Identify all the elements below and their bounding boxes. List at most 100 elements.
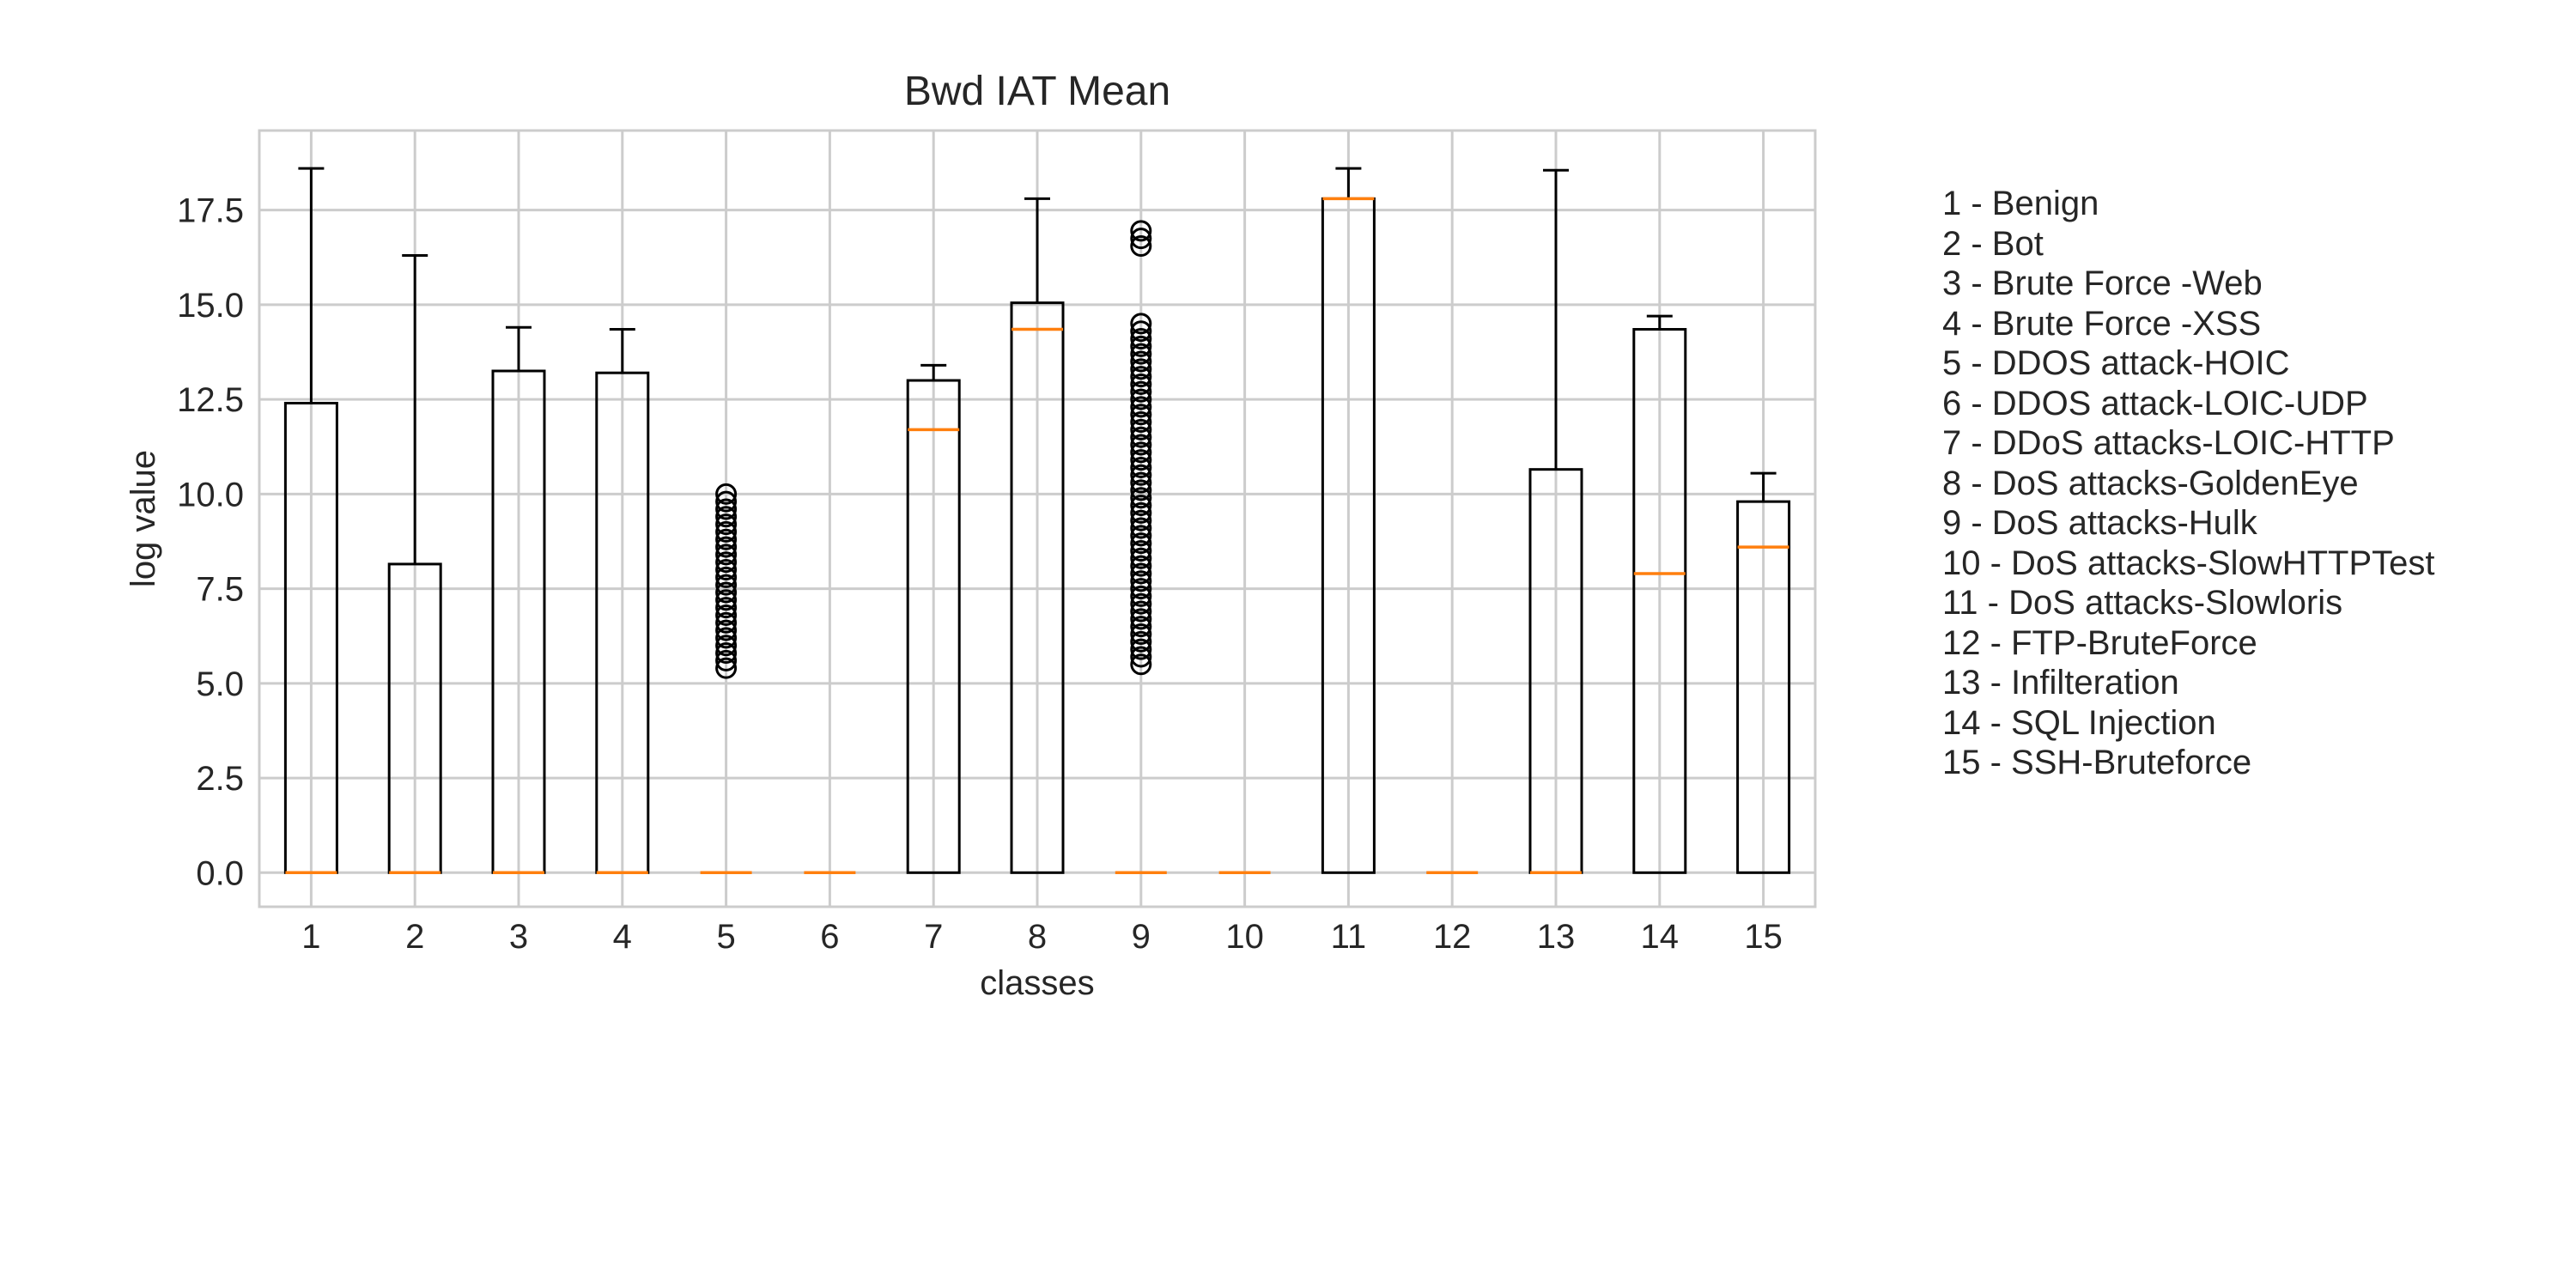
y-tick-label: 15.0 <box>177 287 244 325</box>
outlier-point <box>1130 487 1152 509</box>
outlier-point <box>1130 464 1152 486</box>
legend-item: 13 - Infilteration <box>1942 664 2179 702</box>
box-iqr <box>1632 328 1687 874</box>
plot-area-frame <box>258 129 1817 908</box>
outlier-point <box>1130 525 1152 547</box>
box-class-9 <box>1115 220 1167 875</box>
outlier-point <box>1130 646 1152 668</box>
outlier-point <box>1130 562 1152 585</box>
x-tick-label: 10 <box>1225 918 1264 956</box>
outlier-point <box>1130 366 1152 388</box>
legend-item: 12 - FTP-BruteForce <box>1942 623 2257 662</box>
outlier-point <box>1130 547 1152 569</box>
outlier-point <box>1130 228 1152 250</box>
x-tick-label: 8 <box>1028 918 1047 956</box>
x-tick-label: 7 <box>924 918 943 956</box>
outlier-point <box>715 544 738 566</box>
outlier-point <box>1130 396 1152 418</box>
x-tick-label: 11 <box>1331 918 1367 956</box>
box-class-5 <box>700 483 752 875</box>
box-class-15 <box>1736 471 1791 874</box>
outlier-point <box>715 604 738 626</box>
legend-item: 11 - DoS attacks-Slowloris <box>1942 584 2343 622</box>
x-tick-label: 5 <box>716 918 735 956</box>
x-tick-label: 1 <box>301 918 320 956</box>
x-tick-label: 15 <box>1744 918 1783 956</box>
outlier-point <box>715 483 738 505</box>
box-class-3 <box>491 325 546 875</box>
outlier-point <box>715 506 738 528</box>
y-tick-label: 12.5 <box>177 381 244 419</box>
x-tick-label: 6 <box>820 918 839 956</box>
outlier-point <box>1130 600 1152 623</box>
box-class-8 <box>1010 197 1065 874</box>
outlier-point <box>1130 479 1152 501</box>
legend-item: 1 - Benign <box>1942 185 2099 222</box>
legend-item: 10 - DoS attacks-SlowHTTPTest <box>1942 544 2435 582</box>
y-tick-label: 17.5 <box>177 192 244 230</box>
outlier-point <box>1130 335 1152 357</box>
outlier-point <box>1130 404 1152 426</box>
legend-item: 3 - Brute Force -Web <box>1942 264 2263 302</box>
outlier-point <box>1130 555 1152 577</box>
outlier-point <box>1130 585 1152 607</box>
legend-item: 14 - SQL Injection <box>1942 703 2216 742</box>
legend-item: 4 - Brute Force -XSS <box>1942 304 2262 343</box>
box-iqr <box>1010 301 1065 874</box>
outlier-point <box>1130 449 1152 471</box>
outlier-point <box>1130 350 1152 373</box>
outlier-point <box>715 642 738 665</box>
x-tick-label: 4 <box>613 918 632 956</box>
outlier-point <box>1130 426 1152 448</box>
outlier-point <box>715 490 738 513</box>
y-tick-label: 5.0 <box>196 665 244 703</box>
box-class-4 <box>595 328 650 875</box>
outlier-point <box>1130 509 1152 532</box>
legend-item: 9 - DoS attacks-Hulk <box>1942 504 2257 542</box>
chart-title: Bwd IAT Mean <box>904 69 1170 114</box>
outlier-point <box>1130 328 1152 350</box>
outlier-point <box>715 589 738 611</box>
outlier-point <box>715 574 738 596</box>
outlier-point <box>1130 434 1152 456</box>
outlier-point <box>715 520 738 543</box>
outlier-point <box>1130 411 1152 434</box>
outlier-point <box>1130 608 1152 630</box>
outlier-point <box>1130 418 1152 440</box>
outlier-point <box>1130 234 1152 257</box>
legend-item: 15 - SSH-Bruteforce <box>1942 744 2252 781</box>
outlier-point <box>715 649 738 671</box>
class-legend: 1 - Benign 2 - Bot 3 - Brute Force -Web 4 -… <box>1942 184 2435 783</box>
legend-item: 7 - DDoS attacks-LOIC-HTTP <box>1942 424 2395 462</box>
outlier-point <box>715 513 738 536</box>
y-tick-label: 7.5 <box>196 571 244 609</box>
outlier-point <box>1130 380 1152 403</box>
y-tick-label: 10.0 <box>177 476 244 513</box>
box-class-7 <box>906 363 961 874</box>
legend-item: 5 - DDOS attack-HOIC <box>1942 344 2290 382</box>
outlier-point <box>1130 630 1152 653</box>
box-class-11 <box>1321 167 1376 874</box>
box-iqr <box>906 379 961 874</box>
y-tick-label: 0.0 <box>196 854 244 892</box>
x-tick-label: 13 <box>1537 918 1576 956</box>
box-class-13 <box>1528 168 1583 875</box>
y-axis-label: log value <box>125 450 162 587</box>
outlier-point <box>1130 471 1152 494</box>
outlier-point <box>1130 616 1152 638</box>
outlier-point <box>715 635 738 657</box>
x-tick-label: 9 <box>1132 918 1151 956</box>
outlier-point <box>1130 578 1152 600</box>
outlier-point <box>715 536 738 558</box>
y-tick-label: 2.5 <box>196 760 244 798</box>
legend-item: 2 - Bot <box>1942 224 2044 263</box>
outlier-point <box>1130 592 1152 615</box>
outlier-point <box>715 498 738 520</box>
outlier-point <box>1130 653 1152 676</box>
outlier-point <box>1130 220 1152 242</box>
outlier-point <box>715 566 738 588</box>
box-class-1 <box>283 167 338 875</box>
box-iqr <box>1736 500 1791 874</box>
outlier-point <box>715 597 738 619</box>
